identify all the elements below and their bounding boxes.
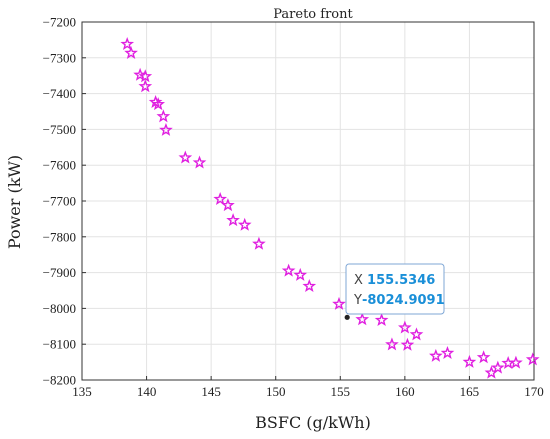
data-point bbox=[409, 327, 424, 341]
y-tick-label: −8000 bbox=[43, 301, 76, 316]
y-tick-label: −7500 bbox=[43, 122, 76, 137]
data-point bbox=[213, 192, 228, 206]
data-point bbox=[151, 97, 166, 111]
y-tick-label: −8100 bbox=[43, 337, 76, 352]
tick-labels: 135 140 145 150 155 160 165 170 −7200 −7300 −7400 −… bbox=[43, 15, 544, 400]
data-point bbox=[192, 155, 207, 169]
chart-title: Pareto front bbox=[273, 7, 353, 22]
y-tick-label: −7700 bbox=[43, 194, 76, 209]
data-point bbox=[156, 109, 171, 123]
y-tick-label: −7600 bbox=[43, 158, 76, 173]
datatip-x-prefix: X bbox=[354, 273, 367, 288]
data-point bbox=[237, 217, 252, 231]
x-tick-label: 160 bbox=[395, 384, 415, 399]
y-tick-label: −7200 bbox=[43, 15, 76, 30]
datatip: X 155.5346 Y-8024.9091 bbox=[344, 263, 445, 320]
axes-box bbox=[81, 21, 535, 381]
data-point bbox=[509, 355, 523, 369]
data-point bbox=[476, 350, 491, 364]
data-point bbox=[178, 150, 193, 164]
data-point bbox=[281, 263, 296, 277]
data-point bbox=[385, 337, 399, 351]
x-tick-label: 150 bbox=[266, 384, 286, 399]
data-point bbox=[120, 37, 135, 50]
axes bbox=[81, 21, 535, 381]
x-tick-label: 165 bbox=[460, 384, 480, 399]
data-point bbox=[462, 354, 477, 368]
data-point bbox=[398, 320, 412, 334]
x-axis-label: BSFC (g/kWh) bbox=[255, 413, 371, 432]
data-point bbox=[159, 122, 173, 136]
x-tick-label: 170 bbox=[524, 384, 544, 399]
data-point bbox=[138, 69, 153, 83]
datatip-x-value: 155.5346 bbox=[367, 273, 435, 288]
data-point bbox=[525, 352, 540, 366]
data-point bbox=[302, 279, 317, 293]
y-tick-label: −7300 bbox=[43, 50, 76, 65]
x-tick-label: 140 bbox=[137, 384, 157, 399]
y-axis-label: Power (kW) bbox=[5, 155, 24, 249]
data-point bbox=[440, 345, 455, 359]
y-tick-label: −7800 bbox=[43, 229, 76, 244]
data-point bbox=[138, 79, 153, 93]
data-point bbox=[221, 198, 235, 212]
x-tick-label: 155 bbox=[331, 384, 351, 399]
data-point bbox=[491, 360, 505, 374]
datatip-x-row: X 155.5346 bbox=[354, 273, 435, 288]
data-point bbox=[374, 313, 389, 327]
data-point bbox=[429, 348, 443, 362]
datatip-marker bbox=[344, 314, 350, 320]
x-tick-label: 145 bbox=[201, 384, 221, 399]
data-point bbox=[226, 213, 240, 227]
data-point bbox=[400, 337, 415, 351]
data-point bbox=[293, 267, 308, 281]
data-point bbox=[332, 296, 346, 310]
y-tick-label: −7900 bbox=[43, 265, 76, 280]
data-point bbox=[252, 236, 266, 250]
x-tick-label: 135 bbox=[72, 384, 92, 399]
datatip-y-value: -8024.9091 bbox=[362, 293, 445, 308]
datatip-y-prefix: Y bbox=[353, 293, 362, 308]
datatip-y-row: Y-8024.9091 bbox=[353, 293, 445, 308]
data-point bbox=[355, 312, 370, 326]
data-points bbox=[120, 37, 540, 379]
y-tick-label: −8200 bbox=[43, 373, 76, 388]
datatip-box bbox=[345, 263, 445, 315]
y-tick-label: −7400 bbox=[43, 86, 76, 101]
data-point bbox=[124, 45, 138, 59]
